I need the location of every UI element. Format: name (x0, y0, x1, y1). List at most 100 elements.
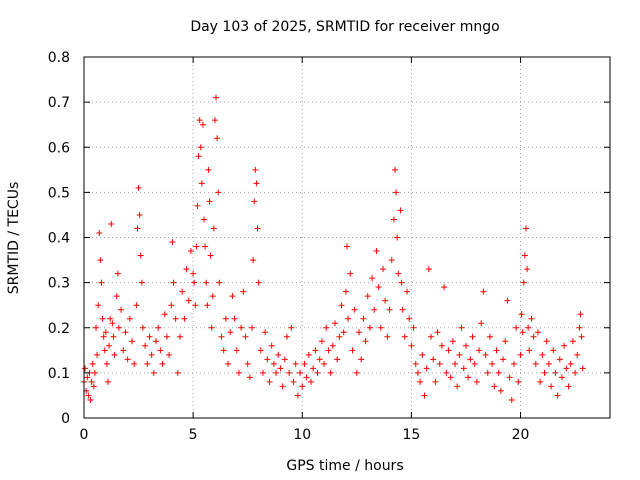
data-point (281, 356, 288, 363)
data-point (528, 315, 535, 322)
data-point (520, 279, 527, 286)
data-point (201, 216, 208, 223)
data-point (452, 360, 459, 367)
data-point (377, 324, 384, 331)
data-point (222, 315, 229, 322)
data-point (360, 315, 367, 322)
data-point (482, 351, 489, 358)
data-point (231, 315, 238, 322)
data-point (283, 333, 290, 340)
data-point (441, 284, 448, 291)
data-point (254, 225, 261, 232)
data-point (255, 279, 262, 286)
data-point (569, 338, 576, 345)
data-point (85, 392, 92, 399)
data-point (336, 333, 343, 340)
data-point (554, 392, 561, 399)
data-point (266, 378, 273, 385)
data-point (150, 369, 157, 376)
data-point (410, 324, 417, 331)
data-point (124, 356, 131, 363)
data-point (103, 360, 110, 367)
data-point (301, 360, 308, 367)
data-point (500, 356, 507, 363)
data-point (137, 252, 144, 259)
data-point (207, 252, 214, 259)
data-point (408, 342, 415, 349)
data-point (102, 329, 109, 336)
data-point (506, 374, 513, 381)
data-point (399, 306, 406, 313)
data-point (206, 198, 213, 205)
y-tick-labels: 0 0.1 0.2 0.3 0.4 0.5 0.6 0.7 0.8 (48, 50, 70, 427)
data-point (106, 342, 113, 349)
data-point (131, 360, 138, 367)
data-point (502, 338, 509, 345)
data-point (486, 333, 493, 340)
data-point (525, 324, 532, 331)
data-point (467, 356, 474, 363)
data-point (556, 356, 563, 363)
data-point (216, 279, 223, 286)
x-tick-label: 5 (189, 427, 198, 443)
data-point (288, 324, 295, 331)
data-point (323, 324, 330, 331)
data-point (539, 351, 546, 358)
data-point (259, 369, 266, 376)
data-point (215, 189, 222, 196)
data-point (244, 360, 251, 367)
data-point (392, 166, 399, 173)
data-point (93, 324, 100, 331)
data-point (168, 302, 175, 309)
data-point (353, 369, 360, 376)
y-axis-label: SRMTID / TECUs (6, 182, 22, 295)
data-point (190, 270, 197, 277)
data-point (253, 180, 260, 187)
data-point (198, 180, 205, 187)
data-point (98, 279, 105, 286)
data-point (108, 220, 115, 227)
data-point (166, 351, 173, 358)
data-point (268, 342, 275, 349)
data-point (425, 266, 432, 273)
data-point (134, 225, 141, 232)
y-tick-label: 0.4 (48, 231, 70, 247)
data-point (122, 329, 129, 336)
data-point (521, 252, 528, 259)
data-point (199, 121, 206, 128)
data-point (192, 302, 199, 309)
data-point (220, 347, 227, 354)
data-point (548, 383, 555, 390)
data-point (522, 225, 529, 232)
data-point (382, 297, 389, 304)
data-point (428, 333, 435, 340)
data-point (384, 333, 391, 340)
data-points (81, 94, 586, 403)
data-point (508, 396, 515, 403)
data-point (233, 347, 240, 354)
data-point (249, 324, 256, 331)
chart-title: Day 103 of 2025, SRMTID for receiver mng… (190, 19, 499, 35)
data-point (565, 383, 572, 390)
data-point (462, 342, 469, 349)
data-point (406, 315, 413, 322)
data-point (148, 351, 155, 358)
data-point (87, 396, 94, 403)
data-point (305, 351, 312, 358)
data-point (369, 275, 376, 282)
data-point (567, 360, 574, 367)
y-tick-label: 0.8 (48, 50, 70, 66)
data-point (250, 257, 257, 264)
data-point (445, 347, 452, 354)
data-point (545, 360, 552, 367)
data-point (578, 333, 585, 340)
data-point (213, 94, 220, 101)
data-point (105, 378, 112, 385)
data-point (279, 383, 286, 390)
data-point (393, 189, 400, 196)
data-point (484, 369, 491, 376)
data-point (388, 257, 395, 264)
data-point (197, 144, 204, 151)
data-point (101, 347, 108, 354)
